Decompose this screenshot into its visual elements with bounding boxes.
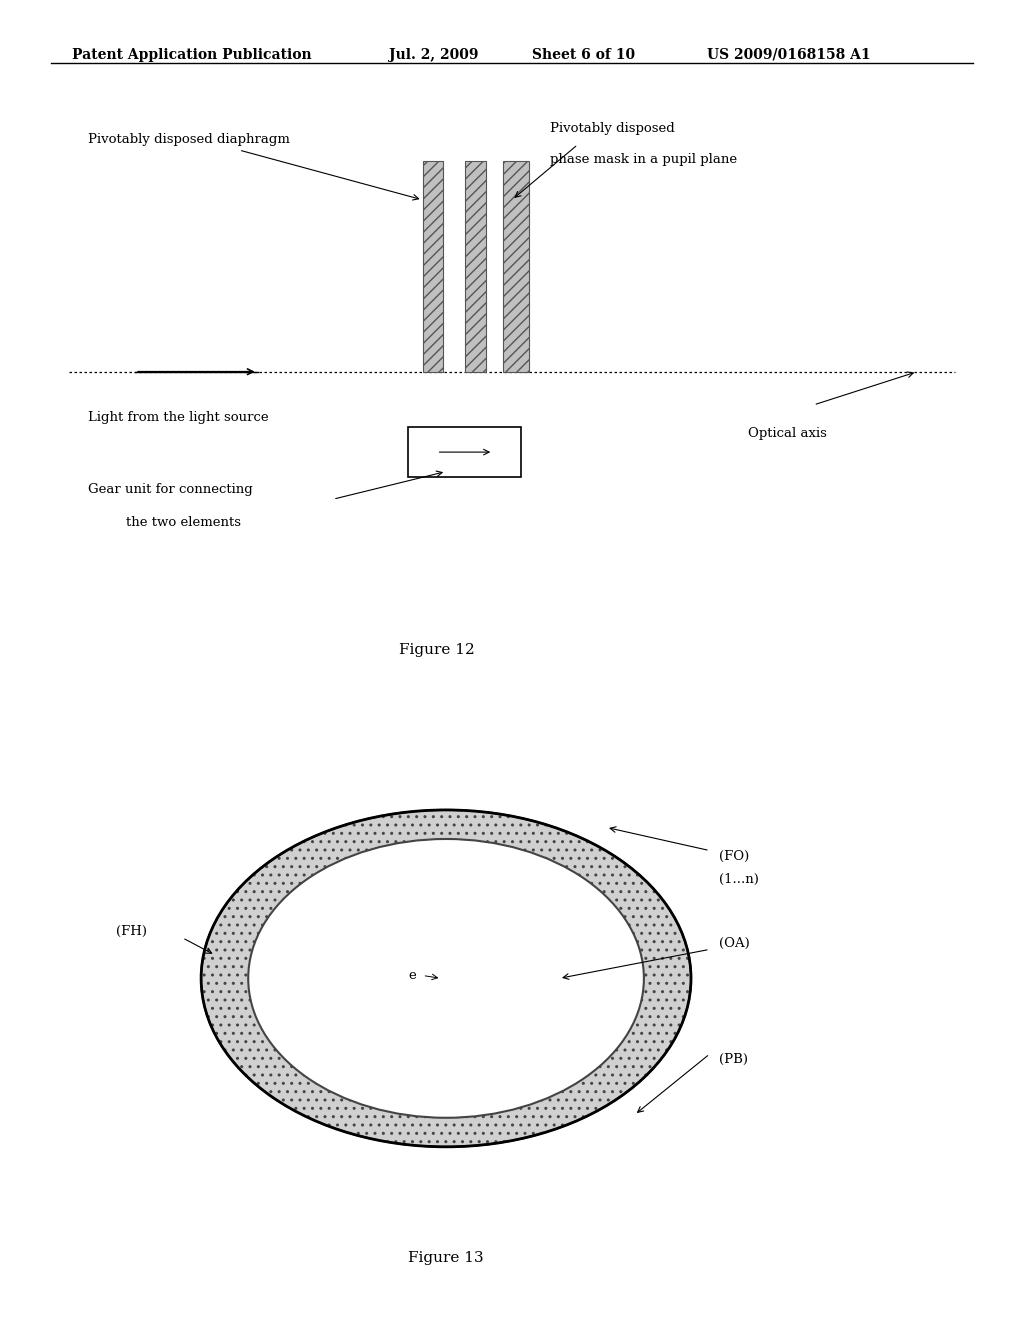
Text: Pivotably disposed diaphragm: Pivotably disposed diaphragm xyxy=(88,133,290,147)
Text: Patent Application Publication: Patent Application Publication xyxy=(72,48,311,62)
Text: (PB): (PB) xyxy=(719,1053,749,1067)
Text: phase mask in a pupil plane: phase mask in a pupil plane xyxy=(550,153,737,166)
Bar xyxy=(465,161,485,372)
Text: Pivotably disposed: Pivotably disposed xyxy=(550,123,675,135)
Text: Light from the light source: Light from the light source xyxy=(88,411,268,424)
Text: Gear unit for connecting: Gear unit for connecting xyxy=(88,483,253,495)
Text: e: e xyxy=(409,969,416,982)
Text: (OA): (OA) xyxy=(719,937,750,950)
Ellipse shape xyxy=(248,840,644,1118)
Text: Figure 13: Figure 13 xyxy=(409,1251,484,1266)
Text: (FO): (FO) xyxy=(719,850,750,863)
Text: the two elements: the two elements xyxy=(126,516,241,529)
Text: (1...n): (1...n) xyxy=(719,873,759,886)
Text: US 2009/0168158 A1: US 2009/0168158 A1 xyxy=(707,48,870,62)
Bar xyxy=(409,428,521,477)
Bar xyxy=(503,161,529,372)
Text: Figure 12: Figure 12 xyxy=(398,643,474,657)
Text: Jul. 2, 2009: Jul. 2, 2009 xyxy=(389,48,478,62)
Text: (FH): (FH) xyxy=(117,925,147,939)
Bar xyxy=(423,161,443,372)
Ellipse shape xyxy=(201,810,691,1147)
Text: Sheet 6 of 10: Sheet 6 of 10 xyxy=(532,48,636,62)
Text: Optical axis: Optical axis xyxy=(748,428,826,440)
